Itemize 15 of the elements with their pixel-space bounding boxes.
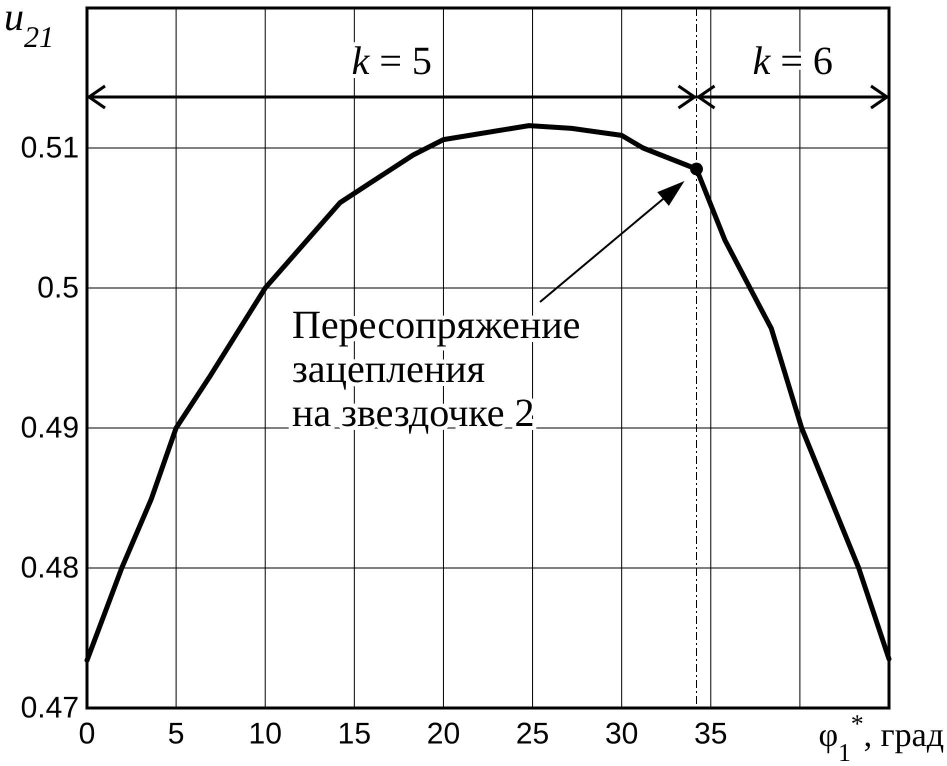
x-tick-label: 5 — [168, 717, 184, 750]
x-tick-label: 15 — [338, 717, 372, 750]
y-tick-label: 0.51 — [20, 132, 79, 165]
x-tick-label: 35 — [694, 717, 728, 750]
y-tick-label: 0.48 — [20, 552, 79, 585]
y-tick-label: 0.5 — [37, 272, 79, 305]
y-tick-label: 0.47 — [20, 692, 79, 725]
x-tick-label: 10 — [248, 717, 282, 750]
x-tick-label: 0 — [78, 717, 96, 750]
x-axis-title: φ$_{1}$$^{*}$, град — [818, 708, 944, 766]
y-tick-label: 0.49 — [20, 412, 79, 445]
x-tick-label: 25 — [516, 717, 550, 750]
y-axis-title: u$_{21}$ — [4, 0, 54, 54]
x-tick-label: 30 — [604, 717, 638, 750]
x-tick-label: 20 — [426, 717, 460, 750]
